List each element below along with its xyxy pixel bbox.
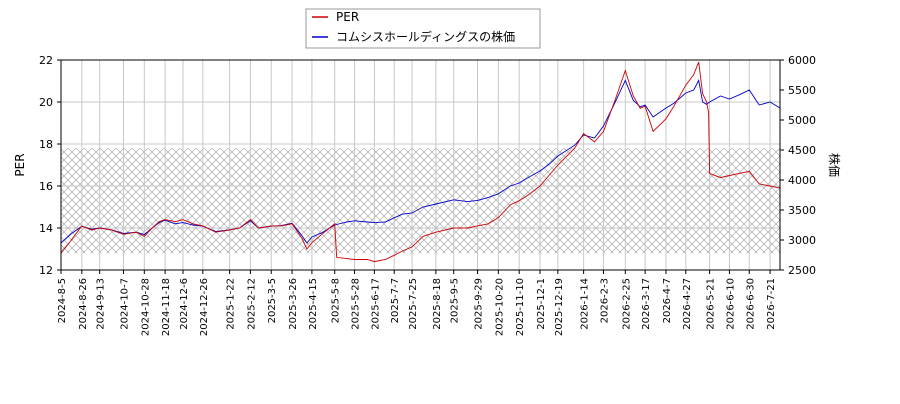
left-tick-label: 22 [39,54,53,67]
x-tick-label: 2024-12-26 [199,278,210,336]
right-axis-title: 株価 [827,153,842,177]
x-tick-label: 2025-3-26 [288,278,299,330]
x-tick-label: 2026-4-27 [682,278,693,330]
x-tick-label: 2025-10-20 [494,278,505,336]
x-tick-label: 2025-6-17 [370,278,381,330]
right-tick-label: 4500 [788,144,816,157]
x-tick-label: 2024-9-13 [96,278,107,330]
x-tick-label: 2026-6-30 [745,278,756,330]
left-axis: 12 14 16 18 20 22 [39,54,61,277]
stock-price-line [60,79,781,244]
x-tick-label: 2025-12-1 [536,278,547,330]
legend-box [305,8,541,49]
left-tick-label: 16 [39,180,53,193]
plot-frame [60,59,781,271]
right-axis: 2500 3000 3500 4000 4500 5000 5500 6000 [780,54,816,277]
legend-label-per: PER [336,10,359,24]
legend: PER コムシスホールディングスの株価 [305,8,541,49]
left-tick-label: 14 [39,222,53,235]
x-tick-label: 2025-4-15 [308,278,319,330]
left-tick-label: 20 [39,96,53,109]
x-tick-label: 2025-3-5 [267,278,278,323]
legend-label-price: コムシスホールディングスの株価 [336,29,515,44]
right-tick-label: 5500 [788,84,816,97]
left-tick-label: 12 [39,264,53,277]
x-tick-label: 2025-7-25 [408,278,419,330]
right-tick-label: 3500 [788,204,816,217]
x-tick-label: 2024-10-28 [140,278,151,336]
x-tick-label: 2026-2-25 [621,278,632,330]
x-tick-label: 2025-1-22 [226,278,237,330]
per-line [60,61,781,263]
x-tick-label: 2026-5-21 [706,278,717,330]
x-tick-label: 2026-2-3 [599,278,610,323]
x-tick-label: 2024-12-6 [179,278,190,330]
x-tick-label: 2024-10-7 [119,278,130,330]
x-tick-label: 2025-7-7 [390,278,401,323]
x-tick-label: 2025-2-12 [246,278,257,330]
right-tick-label: 5000 [788,114,816,127]
right-tick-label: 4000 [788,174,816,187]
x-tick-label: 2025-12-19 [554,278,565,336]
x-tick-label: 2026-7-21 [766,278,777,330]
x-tick-label: 2025-8-18 [432,278,443,330]
x-tick-label: 2025-9-5 [450,278,461,323]
x-tick-label: 2024-8-26 [78,278,89,330]
x-tick-label: 2025-9-29 [474,278,485,330]
x-tick-label: 2026-3-17 [641,278,652,330]
x-tick-label: 2025-11-10 [515,278,526,336]
x-tick-label: 2025-5-8 [331,278,342,323]
hatched-range-band [61,148,780,254]
x-tick-label: 2025-5-28 [351,278,362,330]
x-tick-label: 2024-11-18 [161,278,172,336]
right-tick-label: 2500 [788,264,816,277]
left-tick-label: 18 [39,138,53,151]
left-axis-title: PER [13,153,27,176]
x-tick-label: 2026-4-7 [662,278,673,323]
right-tick-label: 6000 [788,54,816,67]
x-axis: 2024-8-5 2024-8-26 2024-9-13 2024-10-7 2024-… [57,270,777,336]
right-tick-label: 3000 [788,234,816,247]
series-layer [60,61,781,263]
x-tick-label: 2026-6-10 [725,278,736,330]
x-tick-label: 2026-1-14 [580,278,591,330]
x-tick-label: 2024-8-5 [57,278,68,323]
